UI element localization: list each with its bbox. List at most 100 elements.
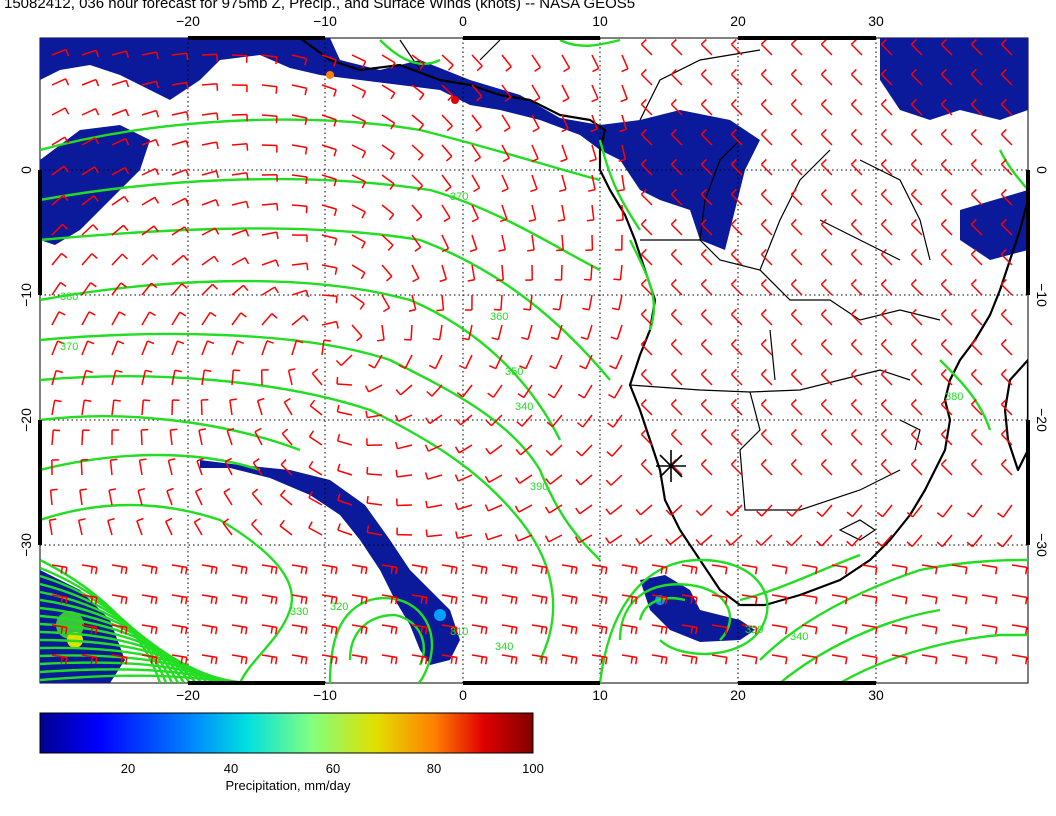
wind-barb xyxy=(441,234,450,253)
wind-barb xyxy=(790,38,803,56)
wind-barb xyxy=(670,218,683,236)
wind-barb xyxy=(741,624,758,635)
wind-barb xyxy=(554,264,563,281)
wind-barb xyxy=(906,534,923,547)
wind-barb xyxy=(970,158,983,176)
wind-barb xyxy=(741,594,758,605)
wind-barb xyxy=(760,278,773,296)
lon-label-top: −10 xyxy=(313,13,337,29)
wind-barb xyxy=(231,312,247,326)
wind-barb xyxy=(531,144,539,163)
wind-barb xyxy=(891,564,908,575)
wind-barb xyxy=(51,165,69,176)
wind-barb xyxy=(670,188,683,206)
wind-barb xyxy=(111,224,129,236)
contour-line xyxy=(40,375,555,661)
wind-barb xyxy=(111,108,130,117)
wind-barb xyxy=(261,564,278,575)
wind-barb xyxy=(790,308,803,326)
lat-label-right: −10 xyxy=(1034,283,1050,307)
contour-line xyxy=(839,633,1028,683)
wind-barb xyxy=(755,534,773,546)
lat-label-left: −20 xyxy=(18,408,34,432)
wind-barb xyxy=(700,188,713,206)
wind-barb xyxy=(439,264,448,283)
wind-barb xyxy=(561,594,578,605)
wind-barb xyxy=(51,459,59,476)
wind-barb xyxy=(621,54,629,73)
wind-barb xyxy=(171,168,190,177)
wind-barb xyxy=(231,369,241,386)
wind-barb xyxy=(880,458,893,476)
wind-barb xyxy=(730,248,743,266)
wind-barb xyxy=(441,594,458,605)
wind-barb xyxy=(820,428,833,446)
wind-barb xyxy=(891,654,908,665)
wind-barb xyxy=(484,474,503,484)
wind-barb xyxy=(831,594,848,605)
wind-barb xyxy=(760,368,773,386)
wind-barb xyxy=(111,369,123,386)
wind-barb xyxy=(381,54,396,70)
wind-barb xyxy=(1000,338,1013,356)
wind-barb xyxy=(381,174,395,190)
wind-barb xyxy=(561,624,578,635)
wind-barb xyxy=(790,458,803,476)
wind-barb xyxy=(336,404,353,416)
wind-barb xyxy=(910,68,923,86)
wind-barb xyxy=(108,488,117,506)
wind-barb xyxy=(201,564,218,575)
wind-barb xyxy=(231,84,248,93)
lat-label-left: −10 xyxy=(18,283,34,307)
wind-barb xyxy=(1000,38,1013,56)
wind-barb xyxy=(711,624,728,635)
colorbar-tick-label: 20 xyxy=(121,761,135,776)
precip-area-west xyxy=(40,125,150,245)
wind-barb xyxy=(222,518,233,536)
wind-barb xyxy=(760,458,773,476)
wind-barb xyxy=(107,517,115,536)
wind-barb xyxy=(428,354,443,370)
wind-barb xyxy=(585,234,594,251)
wind-barb xyxy=(231,340,245,356)
wind-barb xyxy=(291,234,308,243)
wind-barb xyxy=(291,624,308,635)
wind-barb xyxy=(395,469,413,478)
wind-barb xyxy=(381,624,398,635)
wind-barb xyxy=(561,54,571,73)
wind-barb xyxy=(771,654,788,665)
wind-barb xyxy=(700,428,713,446)
contour-line xyxy=(328,596,434,683)
wind-barb xyxy=(1000,218,1013,236)
wind-barb xyxy=(940,278,953,296)
wind-barb xyxy=(381,234,394,251)
wind-barb xyxy=(111,654,128,665)
wind-barb xyxy=(51,340,65,356)
wind-barb xyxy=(640,218,653,236)
wind-barb xyxy=(790,428,803,446)
wind-barb xyxy=(81,166,100,176)
wind-barb xyxy=(81,564,98,575)
wind-barb xyxy=(940,158,953,176)
wind-barb xyxy=(591,624,608,635)
lon-label-bottom: −20 xyxy=(176,687,200,703)
wind-barb xyxy=(700,38,713,56)
wind-barb xyxy=(171,110,189,119)
wind-barb xyxy=(441,84,454,101)
wind-barb xyxy=(620,84,628,103)
wind-barb xyxy=(141,624,158,635)
wind-barb xyxy=(171,624,188,635)
wind-barb xyxy=(251,518,263,536)
wind-barb xyxy=(381,594,398,605)
wind-barb xyxy=(1000,368,1013,386)
wind-barb xyxy=(441,564,458,575)
wind-barb xyxy=(561,564,578,575)
wind-barb xyxy=(351,294,365,310)
wind-barb xyxy=(231,113,248,122)
wind-barb xyxy=(261,202,279,211)
contour-label: 320 xyxy=(330,601,348,613)
wind-barb xyxy=(940,428,953,446)
wind-barb xyxy=(201,83,219,91)
wind-barb xyxy=(308,430,323,446)
wind-barb xyxy=(591,594,608,605)
